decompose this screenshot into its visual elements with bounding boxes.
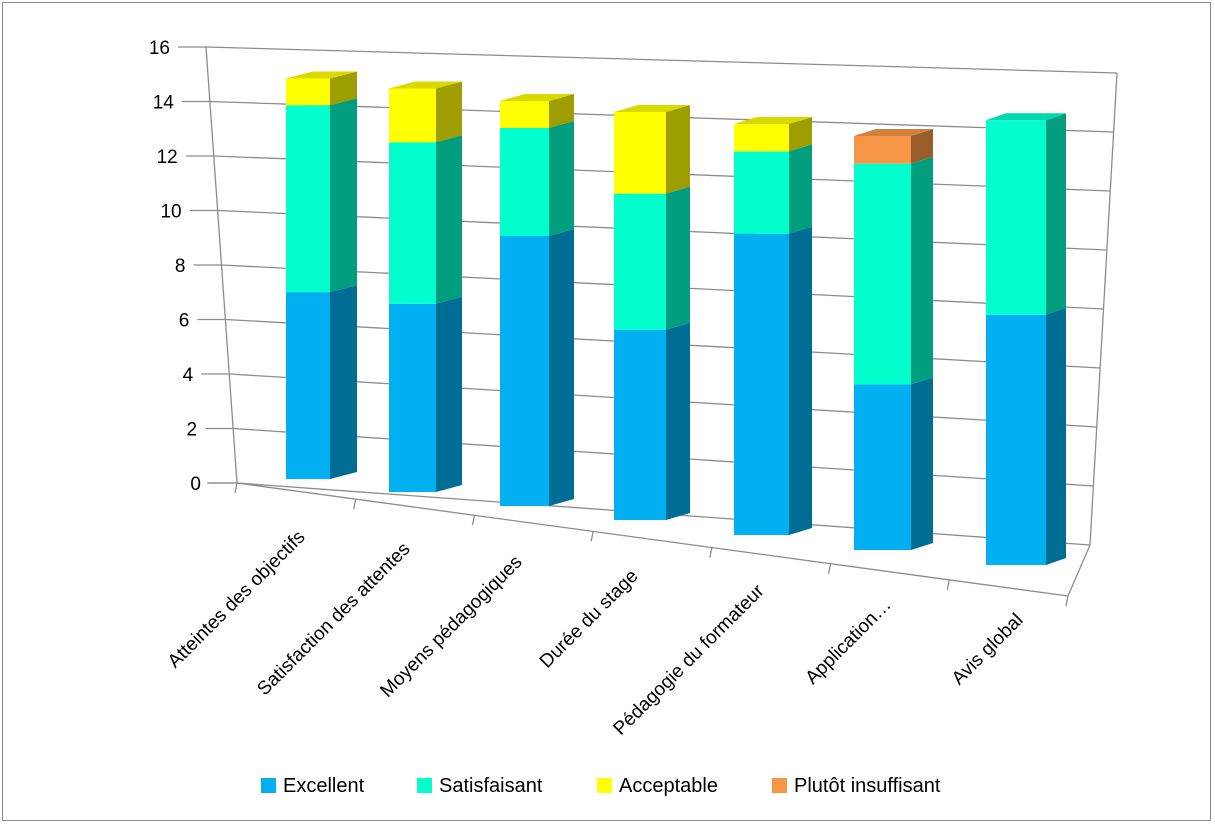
- bar-segment-acceptable: [734, 124, 789, 152]
- bar-segment-acceptable: [389, 88, 436, 143]
- bar-stack: [854, 129, 933, 550]
- bar-top-face: [389, 81, 462, 89]
- bar-top-face: [854, 129, 933, 136]
- legend: Excellent Satisfaisant Acceptable Plutôt in…: [261, 775, 941, 797]
- bar-segment-excellent: [389, 303, 436, 492]
- y-tick-label: 10: [160, 202, 181, 223]
- left-wall-edge: [205, 46, 238, 484]
- bar-segment-excellent: [286, 292, 330, 479]
- bar-segment-side: [789, 226, 812, 535]
- bar-top-face: [286, 71, 357, 79]
- floor-right-edge: [1067, 544, 1091, 597]
- x-tick-mark: [1065, 595, 1069, 607]
- bar-stack: [500, 94, 574, 506]
- y-tick-label: 14: [153, 93, 175, 114]
- x-tick-mark: [353, 499, 357, 510]
- bar-segment-excellent: [614, 329, 666, 520]
- bar-segment-side: [666, 322, 690, 520]
- bar-layer: [286, 71, 1066, 565]
- x-tick-mark: [709, 547, 713, 558]
- bar-segment-satisfaisant: [986, 120, 1046, 315]
- bar-segment-side: [549, 229, 574, 506]
- bar-top-face: [500, 94, 574, 101]
- bar-segment-satisfaisant: [286, 105, 330, 293]
- x-tick-mark: [590, 531, 594, 542]
- x-category-label: Pédagogie du formateur: [610, 580, 769, 739]
- bar-segment-side: [911, 377, 933, 550]
- bar-segment-side: [789, 117, 812, 152]
- bar-segment-satisfaisant: [734, 151, 789, 234]
- bar-segment-side: [1046, 307, 1066, 565]
- legend-label: Satisfaisant: [439, 775, 543, 797]
- bar-segment-side: [911, 156, 933, 385]
- bar-segment-excellent: [500, 236, 549, 506]
- y-tick-label: 6: [179, 311, 190, 332]
- legend-label: Plutôt insuffisant: [794, 775, 941, 797]
- bar-stack: [614, 105, 690, 520]
- bar-segment-plut-t-insuffisant: [854, 136, 911, 164]
- legend-item: Excellent: [261, 775, 365, 797]
- y-tick-label: 12: [157, 147, 178, 168]
- bar-segment-side: [436, 81, 462, 143]
- right-wall-edge: [1089, 72, 1118, 546]
- gridline: [205, 46, 1118, 74]
- bar-segment-satisfaisant: [500, 128, 549, 236]
- y-tick-label: 16: [149, 38, 170, 59]
- bar-segment-side: [1046, 113, 1066, 315]
- bar-top-face: [734, 117, 812, 124]
- x-category-label: Application…: [802, 595, 896, 689]
- bar-top-face: [614, 105, 690, 112]
- x-tick-mark: [827, 563, 832, 574]
- x-category-label: Moyens pédagogiques: [376, 552, 526, 702]
- bar-stack: [286, 71, 357, 479]
- bar-segment-acceptable: [286, 78, 330, 106]
- y-tick-label: 8: [175, 256, 186, 277]
- bar-segment-side: [666, 186, 690, 330]
- legend-item: Satisfaisant: [417, 775, 543, 797]
- bar-stack: [389, 81, 462, 492]
- y-tick-labels: 0 2 4 6 8 10 12 14 16: [149, 38, 201, 495]
- x-tick-mark: [234, 482, 238, 494]
- legend-swatch: [772, 778, 787, 793]
- bar-segment-acceptable: [614, 112, 666, 194]
- x-tick-mark: [946, 579, 950, 590]
- bar-segment-side: [789, 144, 812, 234]
- y-tick-label: 0: [190, 474, 201, 495]
- bar-segment-side: [436, 296, 462, 492]
- bar-segment-satisfaisant: [389, 142, 436, 304]
- x-category-label: Avis global: [948, 610, 1028, 690]
- bar-segment-excellent: [854, 384, 911, 550]
- x-axis-line: [236, 482, 1069, 597]
- bar-segment-side: [911, 129, 933, 164]
- bar-segment-side: [436, 135, 462, 304]
- legend-label: Excellent: [283, 775, 365, 797]
- legend-item: Acceptable: [597, 775, 718, 797]
- bar-segment-side: [666, 105, 690, 194]
- legend-item: Plutôt insuffisant: [772, 775, 941, 797]
- bar-segment-excellent: [734, 233, 789, 535]
- bar-top-face: [986, 113, 1066, 121]
- legend-label: Acceptable: [619, 775, 718, 797]
- y-tick-label: 4: [183, 365, 194, 386]
- bar-segment-side: [549, 94, 574, 128]
- legend-swatch: [417, 778, 432, 793]
- bar-segment-satisfaisant: [854, 163, 911, 385]
- legend-swatch: [597, 778, 612, 793]
- bar-segment-excellent: [986, 314, 1046, 565]
- y-tick-label: 2: [187, 420, 198, 441]
- bar-segment-side: [330, 98, 357, 293]
- bar-segment-side: [330, 71, 357, 106]
- bar-stack: [734, 117, 812, 535]
- bar-segment-satisfaisant: [614, 193, 666, 330]
- x-tick-mark: [471, 515, 476, 526]
- bar-stack: [986, 113, 1066, 565]
- legend-swatch: [261, 778, 276, 793]
- bar-segment-acceptable: [500, 101, 549, 128]
- bar-segment-side: [549, 121, 574, 236]
- axis-layer: [178, 46, 1118, 607]
- x-category-label: Durée du stage: [536, 566, 643, 673]
- bar-segment-side: [330, 285, 357, 479]
